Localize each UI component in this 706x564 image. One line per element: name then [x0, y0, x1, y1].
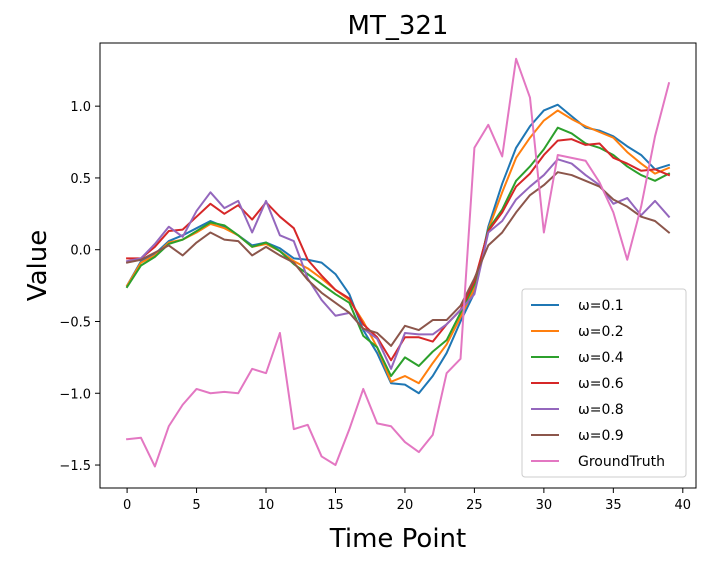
x-tick-label: 35 — [605, 498, 622, 513]
x-tick-label: 40 — [675, 498, 692, 513]
y-axis-title: Value — [23, 230, 53, 301]
legend-label: ω=0.8 — [578, 402, 624, 418]
x-tick-label: 5 — [192, 498, 200, 513]
y-tick-label: 1.0 — [70, 100, 91, 115]
x-axis-title: Time Point — [329, 524, 466, 554]
plot-frame — [99, 42, 697, 489]
y-tick-label: 0.5 — [70, 172, 91, 187]
y-tick-label: 0.0 — [70, 244, 91, 259]
y-tick-label: −1.5 — [59, 459, 91, 474]
series-line-1 — [125, 109, 671, 385]
series-line-5 — [125, 171, 671, 347]
series-line-6 — [125, 57, 671, 468]
legend: ω=0.1 ω=0.2 ω=0.4 ω=0.6 ω=0.8 ω=0.9 GroundTrut… — [521, 288, 687, 478]
x-tick-label: 30 — [536, 498, 553, 513]
legend-box — [521, 288, 687, 478]
series-line-4 — [125, 158, 671, 370]
series-line-2 — [125, 126, 671, 378]
x-tick-label: 0 — [123, 498, 131, 513]
y-tick-label: −1.0 — [59, 387, 91, 402]
x-tick-label: 10 — [258, 498, 275, 513]
legend-label: ω=0.6 — [578, 376, 624, 392]
x-tick-label: 25 — [466, 498, 483, 513]
legend-label: ω=0.4 — [578, 350, 624, 366]
x-tick-label: 15 — [327, 498, 344, 513]
series-lines — [125, 57, 671, 468]
legend-label: ω=0.1 — [578, 298, 624, 314]
legend-label: ω=0.9 — [578, 428, 624, 444]
x-tick-label: 20 — [397, 498, 414, 513]
axis-ticks: 0 5 10 15 20 25 30 35 40 −1.5 −1.0 −0.5 0.0 0.5 1.0 — [59, 100, 691, 513]
chart-title: MT_321 — [348, 11, 449, 41]
y-tick-label: −0.5 — [59, 315, 91, 330]
legend-label: ω=0.2 — [578, 324, 624, 340]
legend-label: GroundTruth — [578, 454, 665, 470]
